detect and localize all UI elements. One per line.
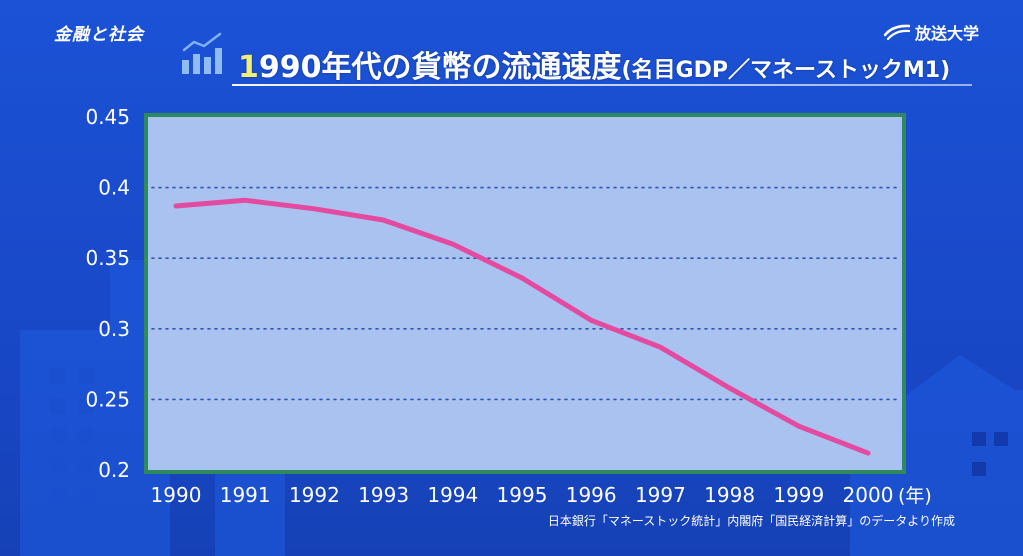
y-axis-ticks: 0.45 0.4 0.35 0.3 0.25 0.2 <box>85 105 130 482</box>
x-tick-label: 1996 <box>566 483 617 507</box>
x-tick-label: 1992 <box>289 483 340 507</box>
logo: 放送大学 <box>883 20 979 44</box>
x-tick-label: 1991 <box>220 483 271 507</box>
bar-chart-icon <box>182 32 222 74</box>
logo-text: 放送大学 <box>914 24 979 43</box>
title-main: 990年代の貨幣の流通速度 <box>258 50 622 85</box>
x-tick-label: 2000 <box>843 483 894 507</box>
title-first-char: 1 <box>238 50 259 85</box>
title-underline <box>232 84 972 86</box>
x-tick-label: 1998 <box>704 483 755 507</box>
series-group <box>173 197 871 456</box>
x-tick-label: 1995 <box>497 483 548 507</box>
y-tick-label: 0.2 <box>98 458 130 482</box>
source-note: 日本銀行「マネーストック統計」内閣府「国民経済計算」のデータより作成 <box>547 514 955 528</box>
y-tick-label: 0.35 <box>85 246 130 270</box>
x-tick-label: 1994 <box>427 483 478 507</box>
x-axis-ticks: 1990 1991 1992 1993 1994 1995 1996 1997 1998 1999… <box>151 483 932 507</box>
x-tick-label: 1997 <box>635 483 686 507</box>
grid-lines <box>151 186 899 401</box>
series-line <box>173 197 871 456</box>
x-tick-label: 1999 <box>773 483 824 507</box>
y-tick-label: 0.4 <box>98 176 130 200</box>
y-tick-label: 0.45 <box>85 105 130 129</box>
title-subtitle: (名目GDP／マネーストックM1) <box>621 58 951 83</box>
wave-logo-icon <box>883 24 910 41</box>
topic-label: 金融と社会 <box>54 25 144 45</box>
chart-title: 1990年代の貨幣の流通速度(名目GDP／マネーストックM1) <box>238 42 950 86</box>
y-tick-label: 0.25 <box>85 387 130 411</box>
x-axis-unit: (年) <box>898 485 932 507</box>
x-tick-label: 1990 <box>151 483 202 507</box>
plot-area <box>148 117 902 470</box>
y-tick-label: 0.3 <box>98 317 130 341</box>
x-tick-label: 1993 <box>358 483 409 507</box>
